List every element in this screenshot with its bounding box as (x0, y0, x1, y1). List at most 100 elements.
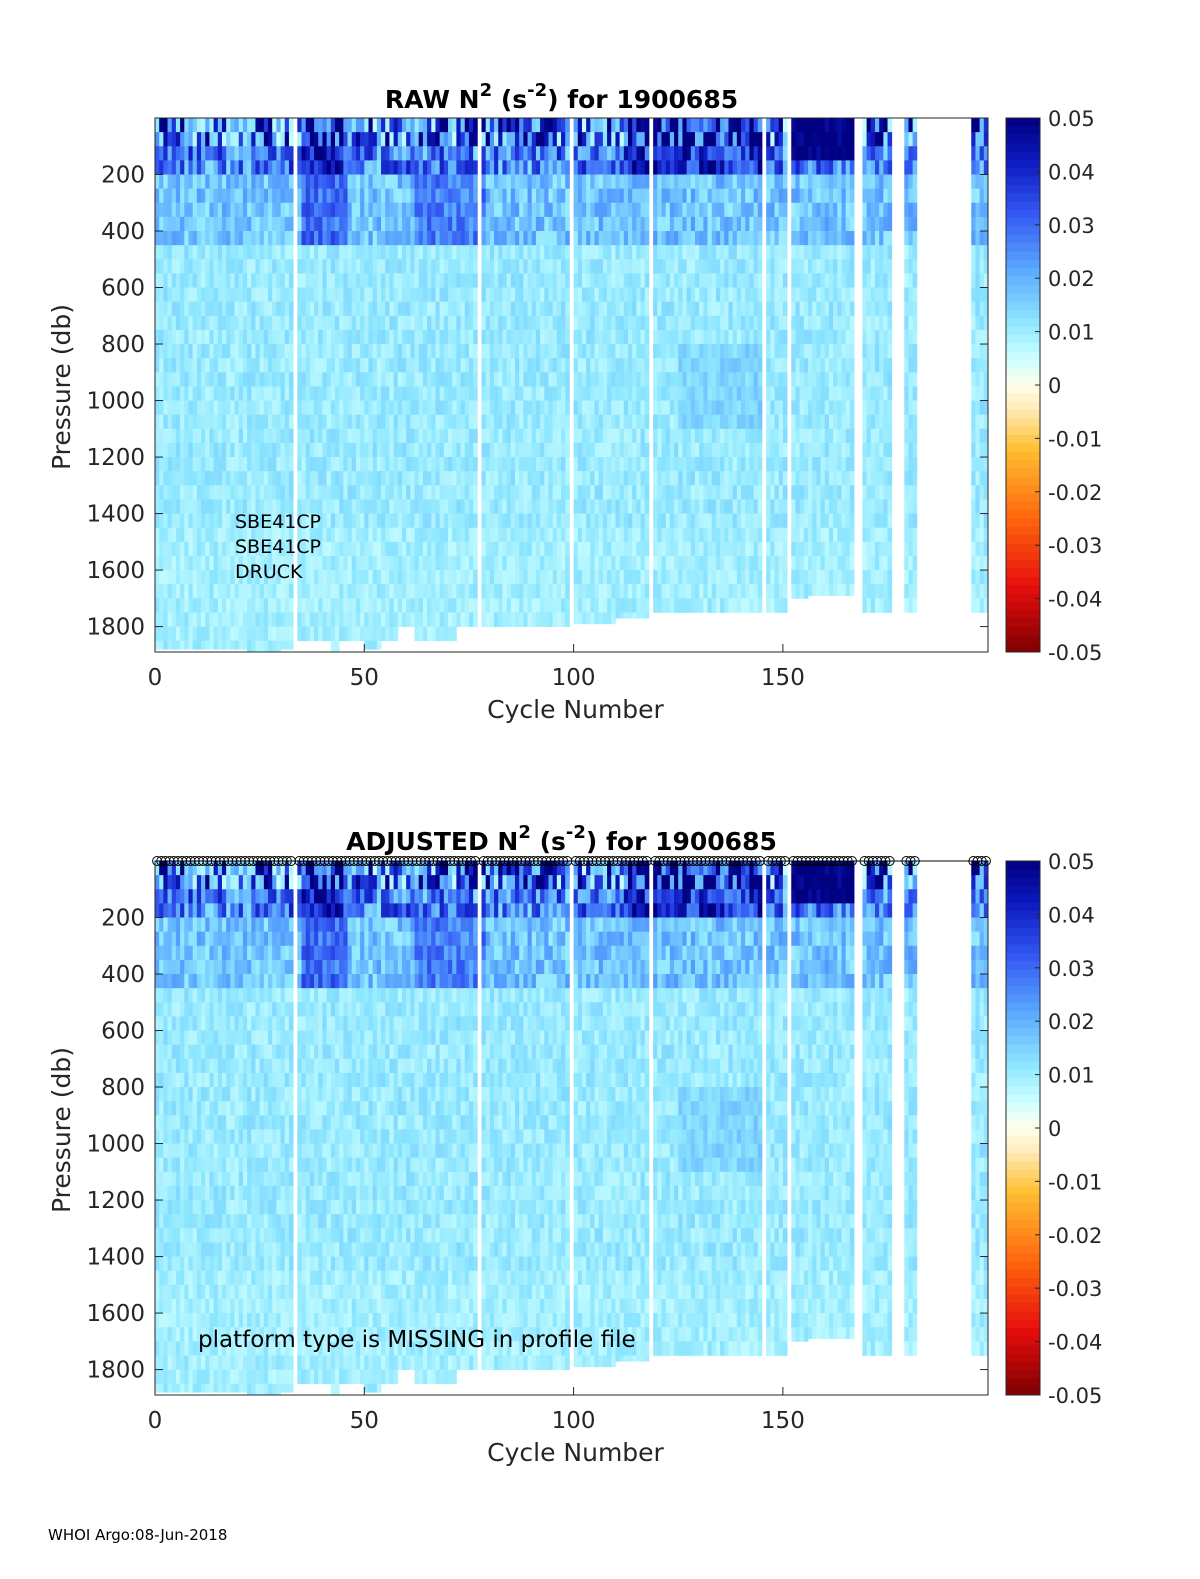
heatmap-cell (393, 188, 399, 204)
heatmap-cell (514, 287, 520, 303)
heatmap-cell (732, 259, 738, 274)
heatmap-cell (498, 315, 503, 331)
heatmap-cell (305, 202, 311, 218)
heatmap-cell (561, 202, 566, 218)
heatmap-cell (238, 640, 244, 650)
heatmap-cell (167, 287, 173, 303)
heatmap-cell (201, 626, 206, 642)
heatmap-cell (728, 188, 734, 204)
heatmap-cell (682, 471, 688, 486)
heatmap-cell (230, 428, 235, 444)
heatmap-cell (590, 174, 595, 190)
heatmap-cell (155, 132, 160, 147)
heatmap-cell (577, 132, 583, 147)
heatmap-cell (435, 442, 441, 458)
heatmap-cell (280, 315, 286, 331)
heatmap-cell (443, 499, 449, 514)
heatmap-cell (703, 457, 708, 472)
heatmap-cell (368, 174, 374, 190)
heatmap-cell (690, 188, 696, 204)
heatmap-cell (159, 287, 164, 303)
heatmap-cell (288, 513, 294, 529)
heatmap-cell (485, 202, 491, 218)
heatmap-cell (527, 485, 533, 500)
heatmap-cell (418, 626, 424, 642)
heatmap-cell (540, 471, 545, 486)
heatmap-cell (581, 555, 587, 571)
heatmap-cell (535, 541, 541, 557)
heatmap-cell (573, 428, 579, 444)
heatmap-cell (372, 329, 378, 345)
heatmap-cell (406, 555, 411, 571)
heatmap-cell (209, 188, 215, 204)
heatmap-cell (724, 216, 729, 232)
heatmap-cell (155, 428, 160, 444)
heatmap-cell (489, 301, 495, 317)
heatmap-cell (724, 118, 729, 133)
heatmap-cell (510, 231, 516, 246)
heatmap-cell (514, 273, 520, 288)
heatmap-cell (448, 344, 453, 359)
heatmap-cell (175, 118, 181, 133)
heatmap-cell (653, 132, 658, 147)
heatmap-cell (682, 598, 688, 613)
heatmap-cell (485, 174, 491, 190)
heatmap-cell (711, 428, 717, 444)
heatmap-cell (226, 513, 231, 529)
heatmap-cell (707, 287, 713, 303)
heatmap-cell (238, 146, 244, 161)
heatmap-cell (230, 202, 235, 218)
heatmap-cell (334, 216, 340, 232)
heatmap-cell (360, 513, 365, 529)
heatmap-cell (502, 231, 508, 246)
heatmap-cell (439, 386, 445, 401)
heatmap-cell (602, 259, 608, 274)
heatmap-cell (159, 457, 164, 472)
heatmap-cell (427, 612, 432, 627)
heatmap-cell (209, 132, 215, 147)
heatmap-cell (288, 428, 294, 444)
heatmap-cell (657, 202, 662, 218)
heatmap-cell (540, 132, 545, 147)
heatmap-cell (581, 202, 587, 218)
heatmap-cell (209, 442, 215, 458)
heatmap-cell (272, 386, 277, 401)
heatmap-cell (720, 118, 725, 133)
heatmap-cell (393, 471, 399, 486)
heatmap-cell (657, 570, 662, 585)
heatmap-cell (594, 612, 600, 625)
heatmap-cell (288, 160, 294, 175)
heatmap-cell (347, 414, 353, 430)
heatmap-cell (305, 344, 311, 359)
heatmap-cell (155, 584, 160, 599)
heatmap-cell (192, 259, 198, 274)
heatmap-cell (514, 386, 520, 401)
heatmap-cell (669, 202, 675, 218)
heatmap-cell (184, 598, 189, 613)
heatmap-cell (540, 358, 545, 373)
heatmap-cell (644, 414, 650, 430)
heatmap-cell (473, 598, 478, 613)
heatmap-cell (180, 358, 185, 373)
heatmap-cell (657, 315, 662, 331)
heatmap-cell (506, 231, 512, 246)
heatmap-cell (205, 174, 210, 190)
heatmap-cell (259, 527, 265, 543)
heatmap-cell (489, 259, 495, 274)
heatmap-cell (284, 471, 290, 486)
heatmap-cell (330, 584, 336, 599)
heatmap-cell (678, 231, 683, 246)
heatmap-cell (242, 202, 248, 218)
heatmap-cell (355, 541, 361, 557)
heatmap-cell (657, 485, 662, 500)
heatmap-cell (715, 414, 721, 430)
heatmap-cell (205, 541, 210, 557)
heatmap-cell (213, 216, 219, 232)
heatmap-cell (720, 485, 725, 500)
heatmap-cell (230, 442, 235, 458)
heatmap-cell (602, 584, 608, 599)
heatmap-cell (414, 555, 420, 571)
heatmap-cell (414, 471, 420, 486)
heatmap-cell (644, 216, 650, 232)
heatmap-cell (167, 414, 173, 430)
